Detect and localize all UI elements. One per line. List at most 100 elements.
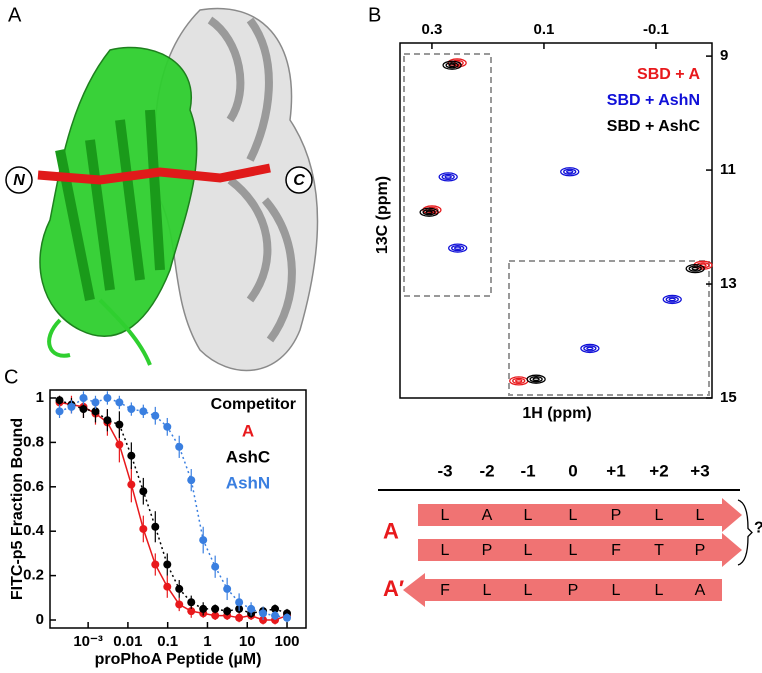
data-point <box>223 584 232 593</box>
beta-strand <box>403 573 722 607</box>
contour-line <box>444 175 452 179</box>
strand-group-label: A′ <box>383 576 404 601</box>
legend-entry: A <box>242 421 254 440</box>
data-point <box>67 402 76 411</box>
data-point <box>235 613 244 622</box>
residue: L <box>655 582 664 599</box>
contour-line <box>566 169 574 174</box>
residue: L <box>612 582 621 599</box>
contour-line <box>583 345 597 352</box>
residue: L <box>441 507 450 524</box>
residue: F <box>440 582 450 599</box>
protein-structure: N C <box>5 7 319 372</box>
contour-line <box>691 266 699 271</box>
data-point <box>151 560 160 569</box>
residue: T <box>654 542 664 559</box>
y-axis-label: FITC-p5 Fraction Bound <box>9 418 26 600</box>
data-point <box>211 562 220 571</box>
data-point <box>103 416 112 425</box>
data-point <box>175 442 184 451</box>
contour-line <box>448 243 468 253</box>
y-tick-label: 0.2 <box>23 567 44 584</box>
residue: L <box>569 507 578 524</box>
contour-line <box>451 244 465 252</box>
residue: L <box>441 542 450 559</box>
c-terminus-label: C <box>293 172 305 189</box>
residue: L <box>524 542 533 559</box>
contour-line <box>586 346 594 351</box>
contour-line <box>526 374 546 384</box>
x-tick-label: 10 <box>239 633 256 650</box>
peak <box>509 376 529 386</box>
y-tick-label: 11 <box>720 161 736 178</box>
residue: L <box>483 582 492 599</box>
y-tick-label: 0.6 <box>23 478 44 495</box>
residue: P <box>482 542 493 559</box>
position-label: +2 <box>649 461 668 480</box>
data-point <box>271 611 280 620</box>
contour-line <box>563 168 577 175</box>
contour-line <box>454 246 462 250</box>
beta-strand <box>418 498 742 532</box>
data-point <box>79 405 88 414</box>
data-point <box>163 560 172 569</box>
data-point <box>163 582 172 591</box>
y-tick-label: 0 <box>36 611 44 628</box>
data-point <box>223 607 232 616</box>
x-axis-label: 1H (ppm) <box>522 405 591 422</box>
peak <box>662 294 682 305</box>
beta-strand <box>418 533 742 567</box>
data-point <box>211 604 220 613</box>
data-point <box>187 598 196 607</box>
x-tick-label: 10⁻³ <box>73 633 103 650</box>
sequence-diagram: -3 -2 -1 0 +1 +2 +3 A L A L L P L L L P L L F T P? A′ F L L P L L A <box>378 461 762 607</box>
residue: P <box>695 542 706 559</box>
residue: P <box>611 507 622 524</box>
data-point <box>115 420 124 429</box>
data-point <box>199 604 208 613</box>
residue: A <box>482 507 493 524</box>
x-axis-label: proPhoA Peptide (µM) <box>95 651 262 668</box>
strand-group-label: A <box>383 518 399 543</box>
peak <box>419 207 439 217</box>
contour-line <box>668 297 676 302</box>
contour-line <box>580 343 600 354</box>
peak <box>580 343 600 354</box>
y-tick-label: 9 <box>720 47 728 64</box>
data-point <box>127 451 136 460</box>
contour-line <box>438 172 458 182</box>
legend-entry: SBD + A <box>637 66 700 83</box>
peak <box>526 374 546 384</box>
position-label: +1 <box>606 461 625 480</box>
y-tick-label: 13 <box>720 275 737 292</box>
bracket <box>737 499 753 566</box>
position-label: +3 <box>690 461 709 480</box>
contour-line <box>662 294 682 305</box>
data-point <box>271 604 280 613</box>
x-tick-label: 0.1 <box>534 21 555 38</box>
bracket-label: ? <box>754 520 762 537</box>
y-tick-label: 0.4 <box>23 522 45 539</box>
contour-line <box>441 173 455 181</box>
data-point <box>127 480 136 489</box>
data-point <box>139 407 148 416</box>
legend-entry: AshN <box>226 473 270 492</box>
contour-line <box>445 62 459 69</box>
position-label: -1 <box>520 461 535 480</box>
residue: L <box>696 507 705 524</box>
data-point <box>247 604 256 613</box>
residue: A <box>695 582 706 599</box>
data-point <box>211 611 220 620</box>
data-point <box>163 422 172 431</box>
x-tick-label: 0.01 <box>113 633 142 650</box>
residue: L <box>569 542 578 559</box>
y-tick-label: 1 <box>36 389 44 406</box>
data-point <box>127 405 136 414</box>
x-tick-label: 1 <box>203 633 211 650</box>
contour-line <box>560 167 580 177</box>
data-point <box>259 609 268 618</box>
peak <box>448 243 468 253</box>
legend-entry: AshC <box>226 447 270 466</box>
peak <box>438 172 458 182</box>
